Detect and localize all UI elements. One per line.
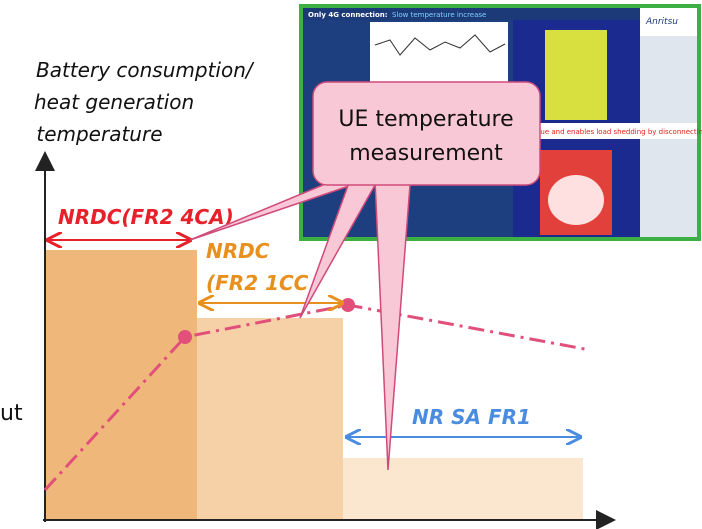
- inset-banner: value and enables load shedding by disco…: [530, 128, 702, 136]
- callout-text: UE temperature: [338, 107, 513, 132]
- segment-label: NR SA FR1: [412, 405, 531, 429]
- point: [178, 330, 192, 344]
- callout-text: measurement: [349, 141, 503, 166]
- segment-label: NRDC(FR2 4CA): [58, 205, 234, 229]
- segment-label: NRDC: [206, 239, 270, 263]
- block-nr-sa: [343, 458, 583, 520]
- inset-brand: Anritsu: [645, 17, 678, 27]
- callout: UE temperature measurement: [189, 81, 541, 471]
- block-nrdc-4ca: [45, 250, 197, 520]
- temperature-line: [43, 303, 591, 492]
- segment-label: (FR2 1CC: [206, 271, 309, 295]
- axis-label: heat generation: [34, 90, 194, 114]
- block-nrdc-1cc: [197, 318, 343, 520]
- left-label: ut: [0, 401, 23, 426]
- axis-label: temperature: [30, 122, 163, 146]
- point: [341, 298, 355, 312]
- axis-label: Battery consumption/: [36, 58, 255, 82]
- inset-note: Slow temperature increase: [392, 11, 486, 19]
- inset-header: Only 4G connection:: [308, 11, 388, 19]
